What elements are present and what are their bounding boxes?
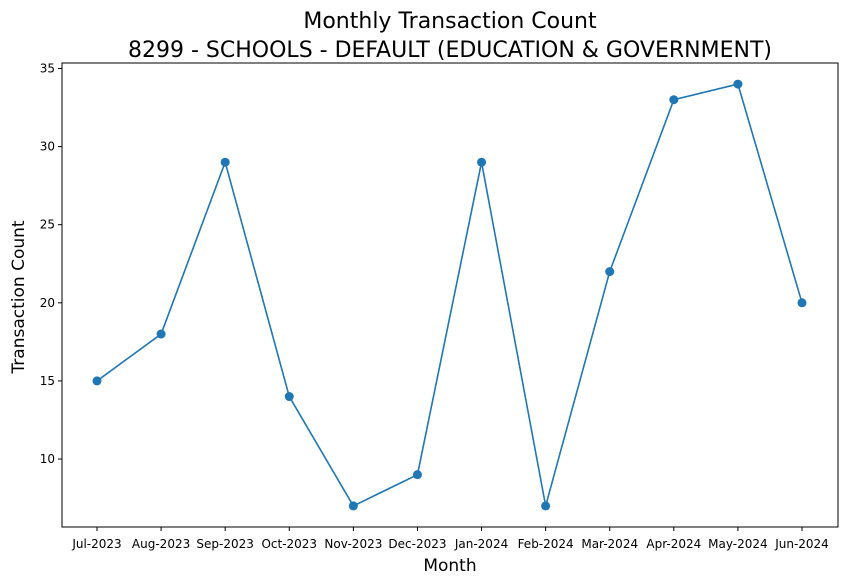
x-tick-label: Feb-2024 xyxy=(518,537,574,551)
y-tick-label: 15 xyxy=(40,374,55,388)
x-axis-label: Month xyxy=(423,556,476,576)
x-tick-label: Mar-2024 xyxy=(581,537,638,551)
y-tick-label: 20 xyxy=(40,296,55,310)
x-tick-label: Sep-2023 xyxy=(196,537,254,551)
x-tick-label: Jul-2023 xyxy=(71,537,121,551)
y-tick-label: 30 xyxy=(40,140,55,154)
data-point xyxy=(412,470,422,480)
x-tick-label: Nov-2023 xyxy=(324,537,382,551)
x-tick-label: Dec-2023 xyxy=(388,537,446,551)
data-point xyxy=(284,392,294,402)
data-point xyxy=(156,329,166,339)
data-point xyxy=(92,376,102,386)
y-axis-label: Transaction Count xyxy=(9,220,29,374)
data-point xyxy=(348,501,358,511)
y-tick-label: 35 xyxy=(40,61,55,75)
data-point xyxy=(733,79,743,89)
series-markers xyxy=(92,79,807,511)
series-line xyxy=(96,83,803,507)
x-tick-label: Apr-2024 xyxy=(646,537,701,551)
x-tick-label: May-2024 xyxy=(708,537,767,551)
y-axis: 10 15 20 25 30 35 xyxy=(40,61,62,466)
x-tick-label: Jun-2024 xyxy=(774,537,829,551)
data-point xyxy=(669,95,679,105)
chart-title: Monthly Transaction Count xyxy=(303,9,597,34)
x-tick-label: Aug-2023 xyxy=(132,537,190,551)
x-axis: Jul-2023 Aug-2023 Sep-2023 Oct-2023 Nov-2023… xyxy=(71,527,829,551)
x-tick-label: Oct-2023 xyxy=(261,537,317,551)
data-point xyxy=(605,267,615,277)
x-tick-label: Jan-2024 xyxy=(454,537,508,551)
data-point xyxy=(541,501,551,511)
y-tick-label: 25 xyxy=(40,218,55,232)
data-point xyxy=(220,157,230,167)
data-point xyxy=(797,298,807,308)
plot-area-frame xyxy=(61,62,839,528)
y-tick-label: 10 xyxy=(40,452,55,466)
data-point xyxy=(477,157,487,167)
chart-subtitle: 8299 - SCHOOLS - DEFAULT (EDUCATION & GO… xyxy=(128,38,772,63)
